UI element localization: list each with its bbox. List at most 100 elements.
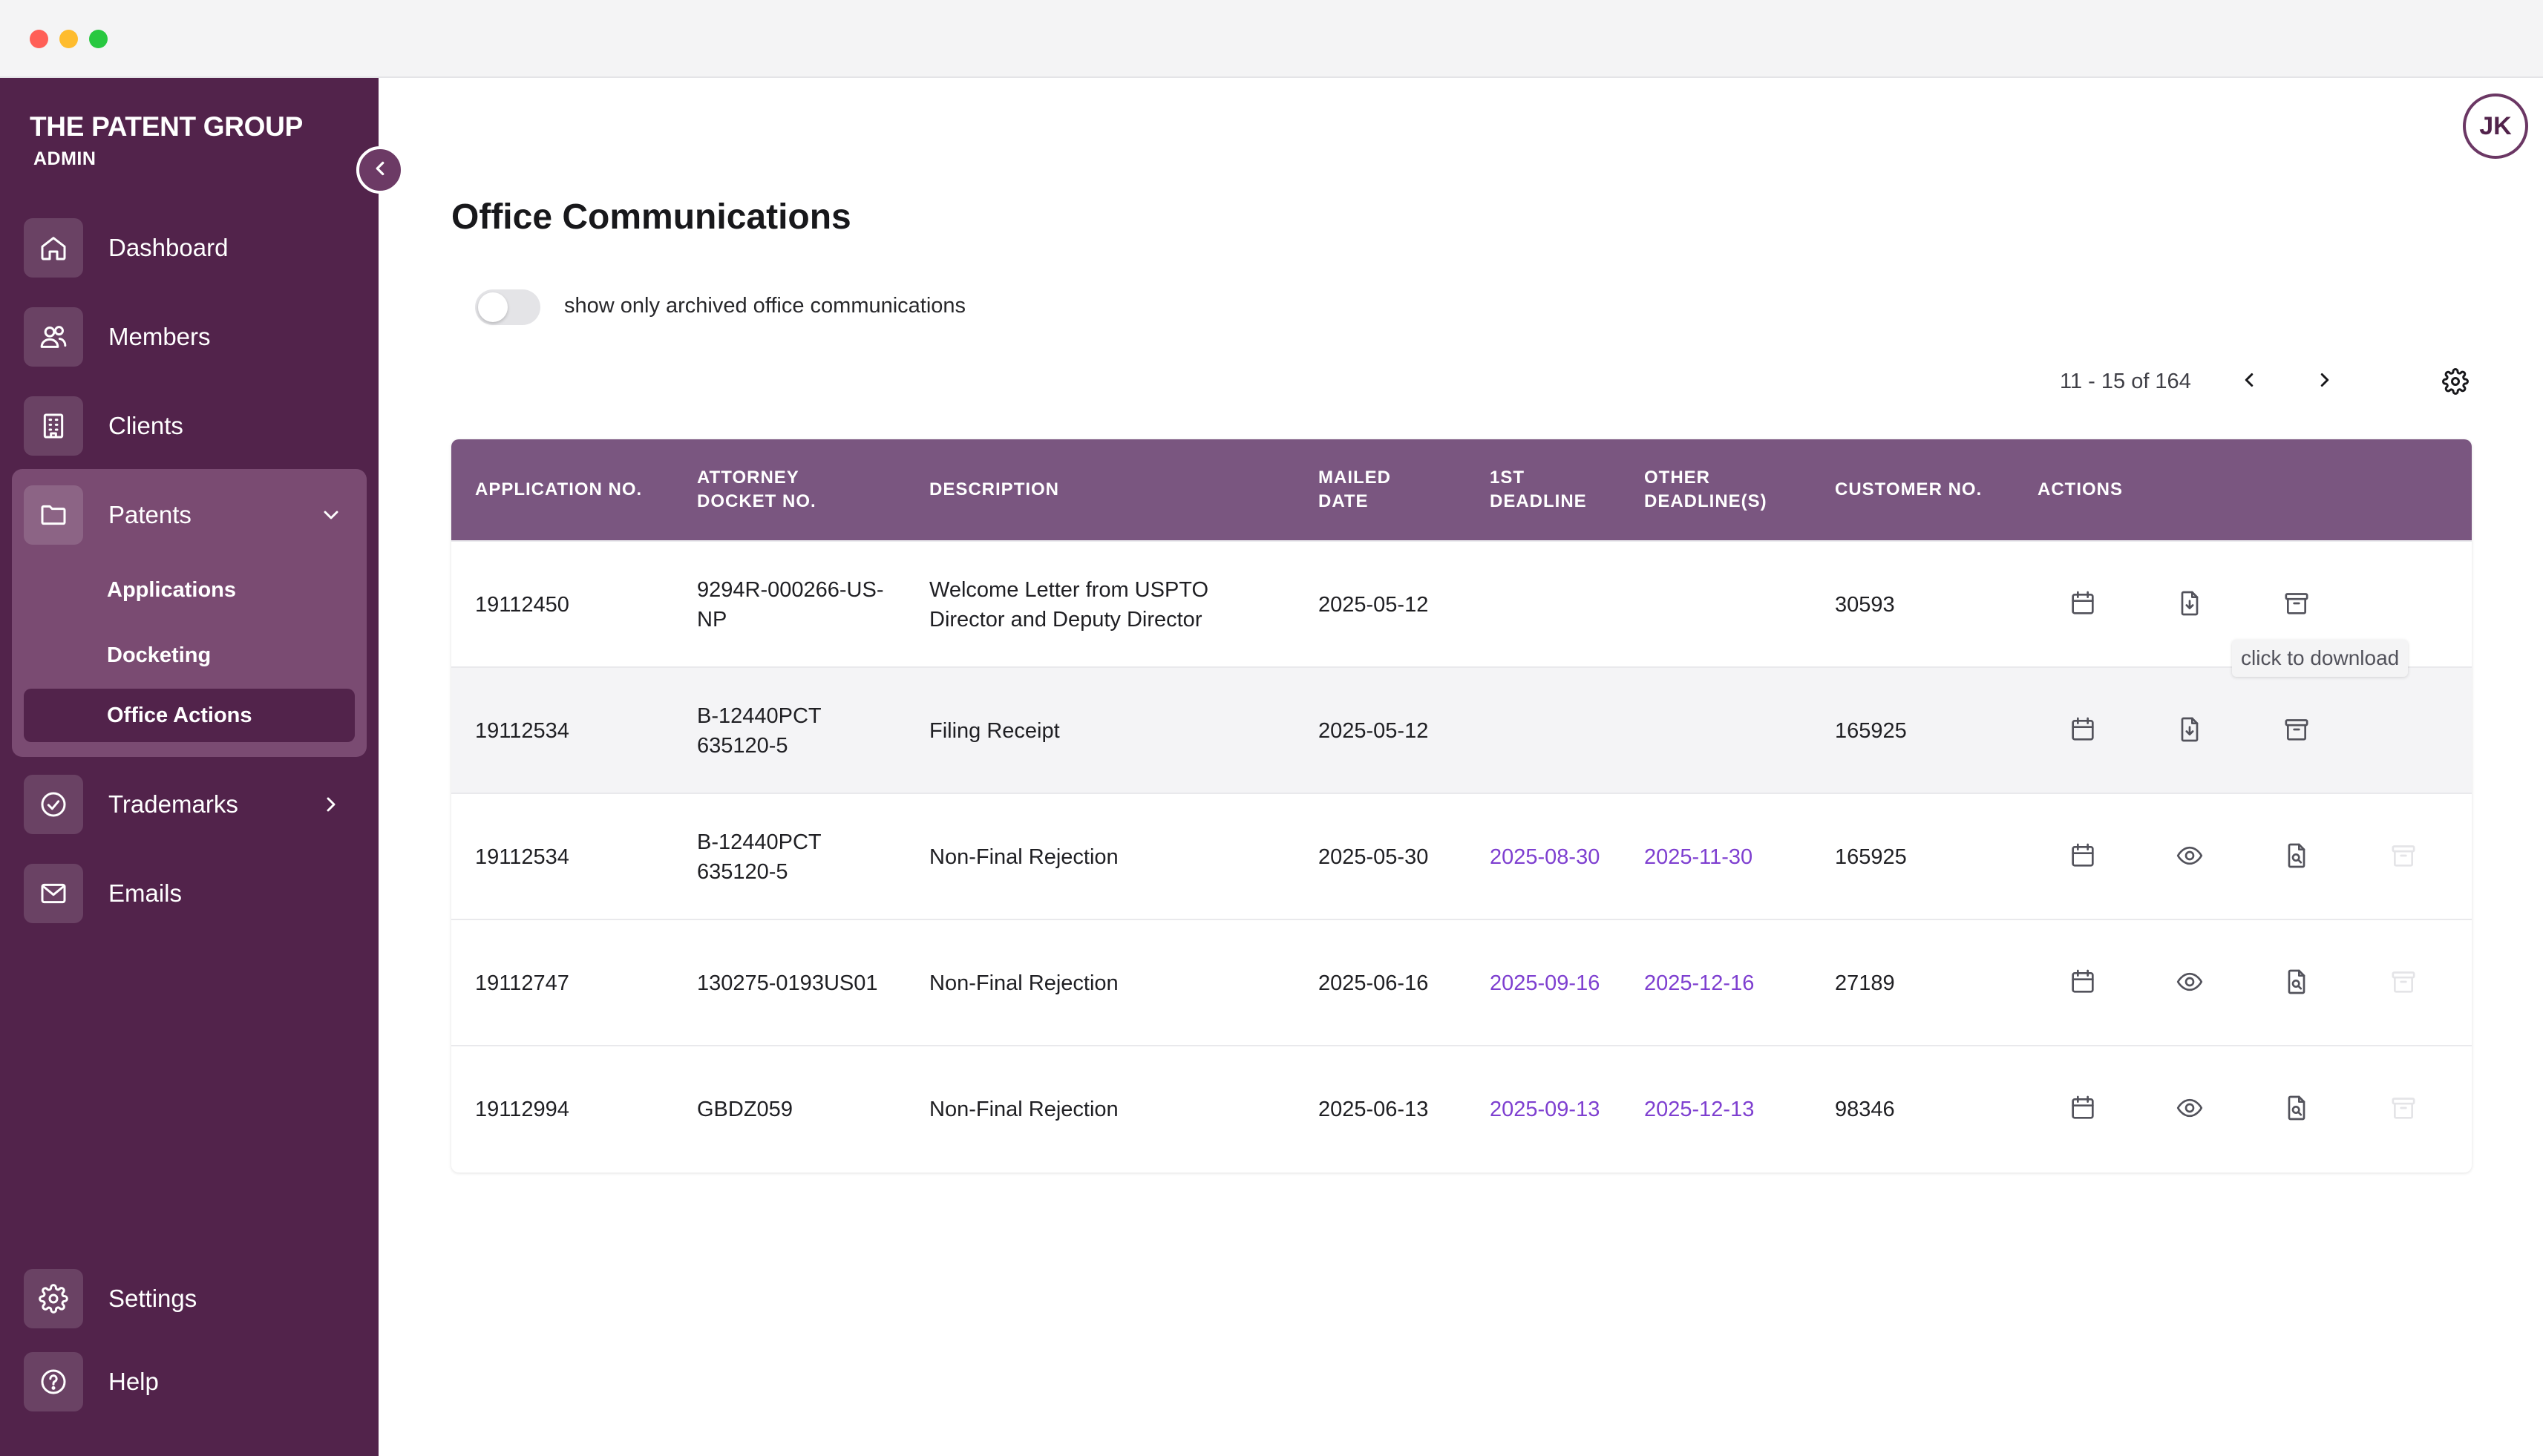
view-button[interactable] xyxy=(2171,839,2208,876)
docket-no-cell: B-12440PCT 635120-5 xyxy=(697,830,822,884)
sidebar-subitem-label: Office Actions xyxy=(107,703,252,727)
add-to-calendar-button[interactable] xyxy=(2064,1091,2101,1128)
collapse-sidebar-button[interactable] xyxy=(356,146,404,194)
add-to-calendar-button[interactable] xyxy=(2064,586,2101,623)
table-row[interactable]: 19112534 B-12440PCT 635120-5 Non-Final R… xyxy=(451,793,2472,919)
description-cell: Welcome Letter from USPTO Director and D… xyxy=(929,577,1209,632)
column-header-first-deadline: 1ST DEADLINE xyxy=(1490,467,1587,511)
column-header-actions: ACTIONS xyxy=(2038,479,2123,499)
page-title: Office Communications xyxy=(451,197,851,237)
first-deadline-cell[interactable] xyxy=(1490,542,1601,668)
eye-icon xyxy=(2175,967,2205,1000)
application-no-cell: 19112534 xyxy=(475,845,569,869)
application-no-cell: 19112534 xyxy=(475,718,569,743)
first-deadline-cell[interactable]: 2025-08-30 xyxy=(1490,845,1600,869)
table-settings-button[interactable] xyxy=(2439,367,2472,399)
mailed-date-cell: 2025-05-12 xyxy=(1318,592,1429,617)
sidebar-subitem-docketing[interactable]: Docketing xyxy=(24,629,355,682)
archive-button[interactable] xyxy=(2278,586,2315,623)
eye-icon xyxy=(2175,841,2205,874)
customer-no-cell: 30593 xyxy=(1835,592,1895,617)
maximize-window-button[interactable] xyxy=(89,30,108,48)
sidebar-subitem-applications[interactable]: Applications xyxy=(24,563,355,617)
archive-button[interactable] xyxy=(2385,839,2422,876)
first-deadline-cell[interactable]: 2025-09-13 xyxy=(1490,1097,1600,1121)
sidebar-item-patents[interactable]: Patents xyxy=(24,485,358,545)
table-row[interactable]: 19112747 130275-0193US01 Non-Final Rejec… xyxy=(451,919,2472,1045)
other-deadlines-cell[interactable]: 2025-11-30 xyxy=(1644,845,1753,869)
previous-page-button[interactable] xyxy=(2233,365,2265,398)
add-to-calendar-button[interactable] xyxy=(2064,965,2101,1002)
other-deadlines-cell[interactable] xyxy=(1644,542,1793,668)
sidebar-subitem-label: Applications xyxy=(107,577,237,602)
sidebar-item-help[interactable]: Help xyxy=(24,1351,358,1412)
calendar-icon xyxy=(2068,588,2098,622)
chevron-right-icon xyxy=(319,793,343,820)
mailed-date-cell: 2025-05-30 xyxy=(1318,845,1429,869)
sidebar-item-label: Dashboard xyxy=(108,234,229,261)
close-window-button[interactable] xyxy=(30,30,48,48)
customer-no-cell: 27189 xyxy=(1835,971,1895,995)
other-deadlines-cell[interactable]: 2025-12-16 xyxy=(1644,971,1755,995)
archived-toggle-label: show only archived office communications xyxy=(564,294,966,318)
help-icon xyxy=(24,1352,83,1411)
archive-icon xyxy=(2389,967,2418,1000)
review-file-button[interactable] xyxy=(2278,1091,2315,1128)
archived-toggle[interactable] xyxy=(475,289,540,325)
table-row[interactable]: 19112450 9294R-000266-US-NP Welcome Lett… xyxy=(451,540,2472,666)
calendar-icon xyxy=(2068,967,2098,1000)
first-deadline-cell[interactable]: 2025-09-16 xyxy=(1490,971,1600,995)
other-deadlines-cell[interactable]: 2025-12-13 xyxy=(1644,1097,1755,1121)
download-file-button[interactable] xyxy=(2171,712,2208,750)
archive-button[interactable] xyxy=(2385,1091,2422,1128)
first-deadline-cell[interactable] xyxy=(1490,668,1601,794)
window-titlebar xyxy=(0,0,2543,78)
sidebar-item-dashboard[interactable]: Dashboard xyxy=(24,217,358,278)
table-row[interactable]: 19112534 B-12440PCT 635120-5 Filing Rece… xyxy=(451,666,2472,793)
review-file-button[interactable] xyxy=(2278,839,2315,876)
minimize-window-button[interactable] xyxy=(59,30,78,48)
docket-no-cell: GBDZ059 xyxy=(697,1097,793,1121)
sidebar-item-label: Settings xyxy=(108,1285,197,1312)
other-deadlines-cell[interactable] xyxy=(1644,668,1793,794)
file-download-icon xyxy=(2175,715,2205,748)
archive-icon xyxy=(2282,715,2311,748)
next-page-button[interactable] xyxy=(2308,365,2341,398)
file-download-icon xyxy=(2175,588,2205,622)
column-header-application-no: APPLICATION NO. xyxy=(475,479,643,499)
file-search-icon xyxy=(2282,841,2311,874)
application-no-cell: 19112994 xyxy=(475,1097,569,1121)
sidebar-item-emails[interactable]: Emails xyxy=(24,863,358,924)
download-file-button[interactable] xyxy=(2171,586,2208,623)
add-to-calendar-button[interactable] xyxy=(2064,839,2101,876)
view-button[interactable] xyxy=(2171,1091,2208,1128)
archive-button[interactable] xyxy=(2385,965,2422,1002)
user-avatar[interactable]: JK xyxy=(2463,94,2528,159)
review-file-button[interactable] xyxy=(2278,965,2315,1002)
table-row[interactable]: 19112994 GBDZ059 Non-Final Rejection 202… xyxy=(451,1045,2472,1171)
check-badge-icon xyxy=(24,775,83,834)
chevron-right-icon xyxy=(2314,369,2336,395)
customer-no-cell: 165925 xyxy=(1835,845,1907,869)
download-tooltip: click to download xyxy=(2232,640,2409,677)
sidebar-item-members[interactable]: Members xyxy=(24,306,358,367)
office-communications-table: APPLICATION NO. ATTORNEY DOCKET NO. DESC… xyxy=(451,439,2472,1173)
sidebar-subitem-office-actions[interactable]: Office Actions xyxy=(24,689,355,742)
sidebar-item-settings[interactable]: Settings xyxy=(24,1268,358,1329)
sidebar-item-trademarks[interactable]: Trademarks xyxy=(24,774,358,835)
chevron-left-icon xyxy=(369,157,391,183)
view-button[interactable] xyxy=(2171,965,2208,1002)
file-search-icon xyxy=(2282,967,2311,1000)
application-no-cell: 19112747 xyxy=(475,971,569,995)
user-role: ADMIN xyxy=(33,148,96,169)
home-icon xyxy=(24,218,83,278)
add-to-calendar-button[interactable] xyxy=(2064,712,2101,750)
customer-no-cell: 98346 xyxy=(1835,1097,1895,1121)
archive-button[interactable] xyxy=(2278,712,2315,750)
calendar-icon xyxy=(2068,715,2098,748)
file-search-icon xyxy=(2282,1093,2311,1127)
calendar-icon xyxy=(2068,841,2098,874)
sidebar-item-clients[interactable]: Clients xyxy=(24,396,358,456)
eye-icon xyxy=(2175,1093,2205,1127)
column-header-other-deadlines: OTHER DEADLINE(S) xyxy=(1644,467,1767,511)
